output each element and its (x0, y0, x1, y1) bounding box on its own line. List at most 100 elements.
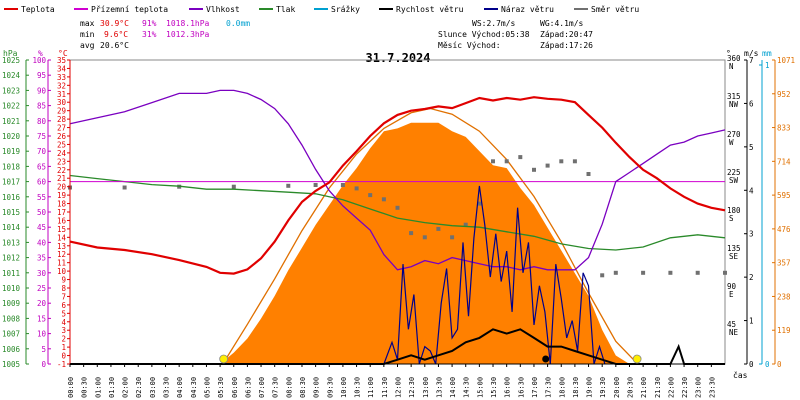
x-tick-label: 12:00 (395, 377, 403, 398)
temperature-tick-label: 17 (57, 208, 66, 217)
wind-tick-label: 4 (749, 186, 754, 195)
x-tick-label: 07:00 (258, 377, 266, 398)
temperature-tick-label: 29 (57, 107, 66, 116)
x-tick-label: 12:30 (408, 377, 416, 398)
info-moonrise: Měsíc Východ: (438, 41, 501, 50)
wind-direction-point (477, 201, 482, 206)
wind-direction-point (723, 270, 727, 275)
axis-unit-mm: mm (762, 49, 772, 58)
wind-tick-label: 2 (749, 273, 754, 282)
temperature-tick-label: 25 (57, 140, 66, 149)
x-tick-label: 09:30 (326, 377, 334, 398)
x-tick-label: 23:30 (708, 377, 716, 398)
temperature-tick-label: 0 (61, 352, 66, 361)
x-tick-label: 22:00 (667, 377, 675, 398)
stat-min-pres: 1012.3hPa (166, 30, 210, 39)
x-tick-label: 11:00 (367, 377, 375, 398)
temperature-tick-label: 16 (57, 216, 67, 225)
chart-title: 31.7.2024 (365, 51, 430, 65)
wind-direction-point (463, 222, 468, 227)
temperature-tick-label: 34 (57, 64, 67, 73)
temperature-tick-label: 7 (61, 292, 66, 301)
wind-dir-tick-deg: 45 (727, 320, 736, 329)
axis-unit-deg: ° (726, 49, 731, 58)
wind-tick-label: 7 (749, 56, 754, 65)
x-tick-label: 02:30 (135, 377, 143, 398)
humidity-tick-label: 85 (37, 102, 46, 111)
humidity-tick-label: 70 (37, 147, 47, 156)
wind-dir-tick-dir: W (729, 138, 734, 147)
axis-unit-degc: °C (58, 49, 68, 58)
temperature-tick-label: 15 (57, 225, 66, 234)
humidity-tick-label: 0 (41, 360, 46, 369)
pressure-tick-label: 1011 (2, 269, 20, 278)
radiation-tick-label: 952 (777, 90, 791, 99)
radiation-tick-label: 119 (777, 326, 791, 335)
x-tick-label: 01:30 (108, 377, 116, 398)
x-tick-label: 15:30 (490, 377, 498, 398)
temperature-tick-label: 24 (57, 149, 67, 158)
humidity-tick-label: 15 (37, 314, 46, 323)
pressure-tick-label: 1016 (2, 193, 21, 202)
radiation-tick-label: 476 (777, 225, 791, 234)
series-temperature-line (69, 96, 726, 275)
wind-direction-point (381, 197, 386, 202)
wind-direction-point (586, 172, 591, 176)
radiation-tick-label: 0 (777, 360, 782, 369)
x-tick-label: 17:30 (545, 377, 553, 398)
pressure-tick-label: 1020 (2, 132, 21, 141)
wind-direction-point (559, 159, 564, 164)
legend-label-4: Srážky (331, 5, 360, 14)
moonset-marker (542, 355, 550, 363)
stat-avg-label: avg (80, 41, 95, 50)
wind-direction-point (504, 159, 509, 164)
temperature-tick-label: 6 (61, 301, 66, 310)
x-tick-label: 06:30 (244, 377, 252, 398)
humidity-tick-label: 20 (37, 299, 47, 308)
wind-tick-label: 6 (749, 99, 754, 108)
stat-max-hum: 91% (142, 19, 157, 28)
x-tick-label: 18:30 (572, 377, 580, 398)
temperature-tick-label: 18 (57, 200, 67, 209)
wind-dir-tick-dir: NW (729, 100, 739, 109)
temperature-tick-label: 33 (57, 73, 66, 82)
stat-max-rain: 0.0mm (226, 19, 250, 28)
radiation-tick-label: 833 (777, 124, 791, 133)
x-tick-label: 05:30 (217, 377, 225, 398)
wind-tick-label: 3 (749, 230, 754, 239)
legend-label-1: Přízemní teplota (91, 5, 168, 14)
wind-direction-point (354, 186, 359, 191)
wind-direction-point (491, 159, 495, 164)
x-tick-label: 00:00 (67, 377, 75, 398)
humidity-tick-label: 30 (37, 269, 47, 278)
humidity-tick-label: 45 (37, 223, 46, 232)
stat-max-label: max (80, 19, 95, 28)
temperature-tick-label: 32 (57, 81, 66, 90)
legend: Teplota Přízemní teplota Vlhkost Tlak Srážky… (4, 5, 639, 14)
series-pressure-line (69, 174, 726, 251)
wind-dir-tick-dir: SW (729, 176, 739, 185)
wind-direction-point (286, 183, 291, 188)
humidity-tick-label: 100 (32, 56, 46, 65)
wind-dir-tick-dir: S (729, 214, 734, 223)
radiation-tick-label: 357 (777, 259, 791, 268)
temperature-tick-label: 3 (61, 326, 66, 335)
wind-direction-point (600, 273, 605, 278)
x-tick-label: 16:30 (517, 377, 525, 398)
temperature-tick-label: 12 (57, 250, 66, 259)
radiation-tick-label: 714 (777, 157, 791, 166)
x-tick-label: 20:00 (613, 377, 621, 398)
legend-label-6: Náraz větru (501, 5, 554, 14)
x-axis-label: čas (733, 370, 748, 380)
wind-direction-point (450, 235, 455, 240)
wind-dir-tick-deg: 180 (727, 206, 741, 215)
x-tick-label: 07:30 (272, 377, 280, 398)
wind-direction-point (122, 185, 127, 190)
x-tick-label: 22:30 (681, 377, 689, 398)
x-tick-label: 15:00 (476, 377, 484, 398)
temperature-tick-label: 20 (57, 183, 67, 192)
info-sunrise: Slunce Východ:05:38 (438, 30, 530, 39)
legend-label-5: Rychlost větru (396, 5, 464, 14)
stat-min-temp: 9.6°C (104, 30, 128, 39)
